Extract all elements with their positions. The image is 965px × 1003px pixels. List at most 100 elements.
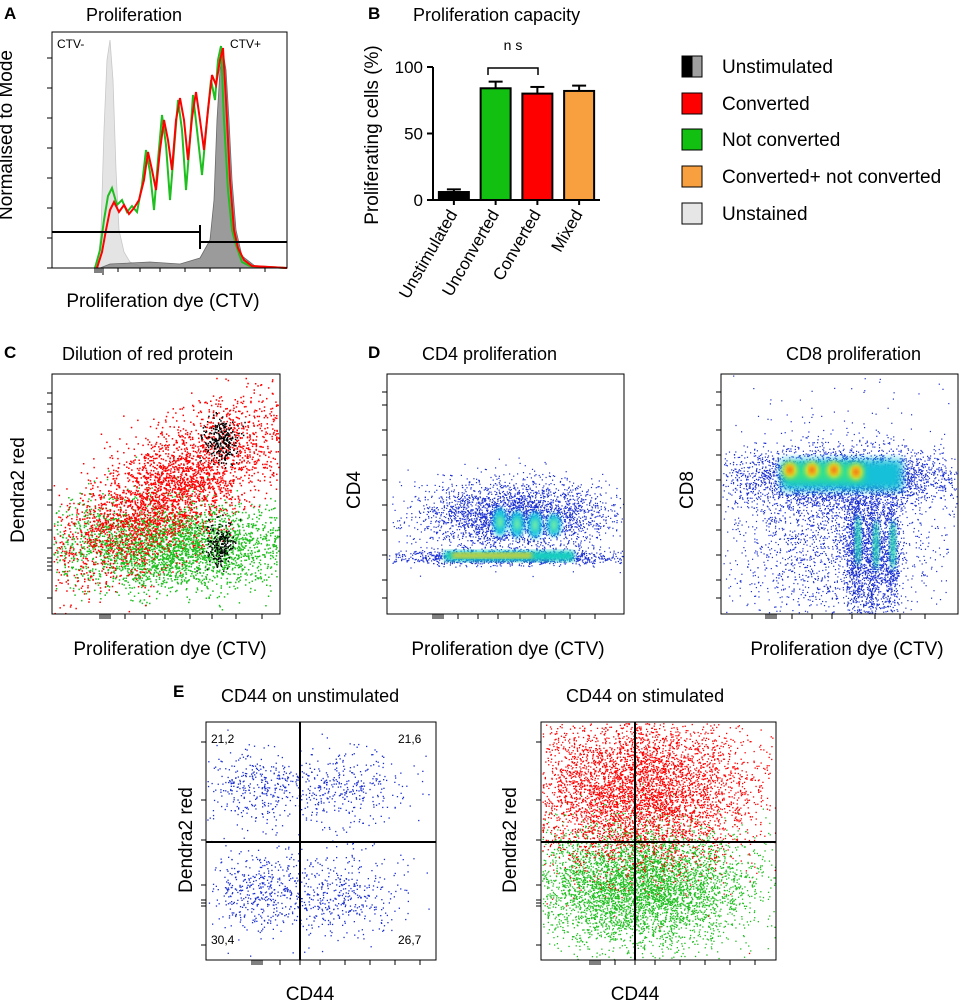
panel-a-ylabel: Normalised to Mode xyxy=(0,50,17,220)
ns-bracket: n s xyxy=(487,37,539,75)
gate-ctv-negative-label: CTV- xyxy=(57,37,84,51)
bar-unconverted xyxy=(479,87,512,201)
panel-b: B Proliferation capacity Proliferating c… xyxy=(362,4,600,302)
green-cloud xyxy=(542,783,777,961)
panel-b-letter: B xyxy=(368,4,380,23)
black-cluster-top xyxy=(199,412,246,469)
cd4-density-plot xyxy=(382,391,625,619)
unstained-histogram xyxy=(60,39,181,269)
legend: Unstimulated Converted Not converted Con… xyxy=(681,55,941,225)
error-bar-unstimulated xyxy=(446,188,461,193)
y-tick-label: 100 xyxy=(395,58,423,77)
histogram-plot-area: CTV- CTV+ xyxy=(47,31,288,275)
panel-a: A Proliferation Normalised to Mode Proli… xyxy=(0,4,288,312)
bar-mixed xyxy=(563,89,596,201)
panel-c-scatter xyxy=(47,377,281,619)
panel-a-frame xyxy=(51,31,288,269)
y-axis-ticks xyxy=(201,741,206,946)
legend-item-mixed: Converted+ not converted xyxy=(681,165,941,188)
ur-cluster xyxy=(251,737,424,833)
panel-e-right-xlabel: CD44 xyxy=(611,984,660,1003)
cd4-density-hotspots xyxy=(444,508,574,561)
converted-histogram xyxy=(96,47,288,269)
gate-ctv-positive xyxy=(199,235,287,249)
not-converted-histogram xyxy=(94,45,288,269)
panel-d: D CD4 proliferation CD4 Proliferation dy… xyxy=(344,343,959,660)
legend-item-unstained: Unstained xyxy=(681,202,808,225)
panel-e-left-ylabel: Dendra2 red xyxy=(176,787,197,893)
panel-c-title: Dilution of red protein xyxy=(62,344,233,364)
x-axis-ticks xyxy=(251,960,421,965)
y-axis-ticks xyxy=(536,741,541,946)
bar-chart-title: Proliferation capacity xyxy=(413,5,580,25)
panel-d-left-title: CD4 proliferation xyxy=(422,344,557,364)
y-axis-ticks xyxy=(382,391,387,599)
cd8-density-hotspots xyxy=(782,460,902,570)
quadrant-lines-left xyxy=(206,722,436,960)
bar-chart-ylabel: Proliferating cells (%) xyxy=(362,45,383,225)
cd8-density-plot xyxy=(716,375,958,619)
panel-d-left-frame xyxy=(386,373,625,615)
legend-label: Unstained xyxy=(722,204,808,225)
black-cluster-bottom xyxy=(196,514,242,572)
legend-item-converted: Converted xyxy=(681,92,810,115)
legend-label: Unstimulated xyxy=(722,57,833,78)
legend-item-not-converted: Not converted xyxy=(681,128,840,151)
panel-d-right-xlabel: Proliferation dye (CTV) xyxy=(750,639,943,660)
panel-d-right-frame xyxy=(720,373,959,615)
red-cloud xyxy=(542,723,777,955)
panel-e-letter: E xyxy=(173,682,184,701)
panel-e-left-frame xyxy=(205,721,437,961)
cd8-sparse xyxy=(726,375,955,613)
panel-a-letter: A xyxy=(4,4,16,23)
ns-label: n s xyxy=(504,37,523,53)
panel-a-title: Proliferation xyxy=(86,5,182,25)
panel-d-right-ylabel: CD8 xyxy=(677,471,698,509)
panel-e: E CD44 on unstimulated Dendra2 red CD44 … xyxy=(173,682,777,1003)
y-axis-ticks xyxy=(716,391,721,599)
legend-label: Converted xyxy=(722,94,810,115)
lr-cluster xyxy=(258,827,409,954)
panel-e-right-title: CD44 on stimulated xyxy=(566,686,724,706)
legend-label: Converted+ not converted xyxy=(722,167,941,188)
x-axis-ticks xyxy=(99,614,263,619)
panel-a-xlabel: Proliferation dye (CTV) xyxy=(66,291,259,312)
y-tick-label: 0 xyxy=(414,191,423,210)
error-bar-unconverted xyxy=(488,80,503,89)
x-axis-ticks xyxy=(765,614,926,619)
legend-item-unstimulated: Unstimulated xyxy=(681,55,833,78)
x-axis-ticks xyxy=(589,960,756,965)
ul-cluster xyxy=(207,733,368,834)
panel-c-letter: C xyxy=(4,343,16,362)
error-bar-mixed xyxy=(572,84,587,91)
panel-e-right-ylabel: Dendra2 red xyxy=(500,787,521,893)
panel-c-ylabel: Dendra2 red xyxy=(8,437,29,543)
panel-e-left-xlabel: CD44 xyxy=(286,984,335,1003)
cd44-unstimulated-scatter xyxy=(201,729,430,965)
panel-a-xticks xyxy=(94,268,266,275)
x-axis-ticks xyxy=(432,614,596,619)
panel-e-right-frame xyxy=(540,721,777,961)
bar-converted xyxy=(521,92,554,201)
quadrant-lines-right xyxy=(541,722,776,960)
sparse-events xyxy=(207,729,430,957)
gate-ctv-negative xyxy=(52,225,201,239)
panel-c-xlabel: Proliferation dye (CTV) xyxy=(73,639,266,660)
unstimulated-histogram xyxy=(99,51,288,269)
panel-d-left-ylabel: CD4 xyxy=(344,471,365,509)
y-axis-ticks xyxy=(47,392,52,599)
panel-d-left-xlabel: Proliferation dye (CTV) xyxy=(411,639,604,660)
quadrant-top-right-value: 21,6 xyxy=(398,732,422,746)
red-cloud xyxy=(53,377,281,615)
quadrant-top-left-value: 21,2 xyxy=(211,732,235,746)
panel-d-right-title: CD8 proliferation xyxy=(786,344,921,364)
quadrant-bottom-left-value: 30,4 xyxy=(211,933,235,947)
x-tick-label: Mixed xyxy=(547,207,586,256)
error-bar-converted xyxy=(530,85,545,94)
bar-unstimulated xyxy=(437,191,470,202)
panel-c: C Dilution of red protein Dendra2 red Pr… xyxy=(4,343,281,660)
panel-c-frame xyxy=(51,373,281,615)
gate-ctv-positive-label: CTV+ xyxy=(230,37,261,51)
